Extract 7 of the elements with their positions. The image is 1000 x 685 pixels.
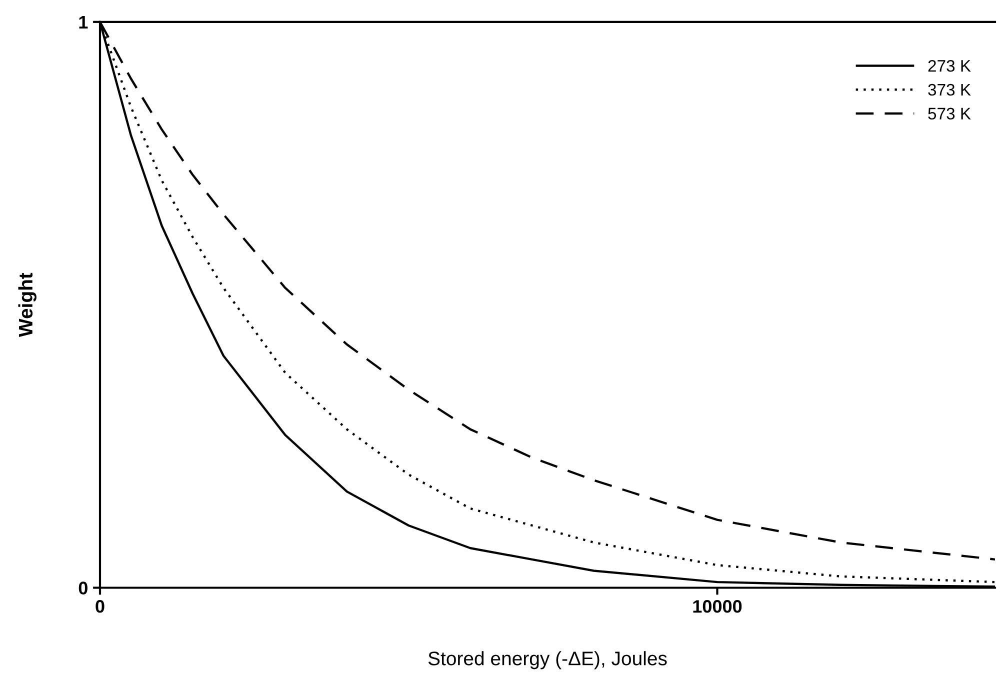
y-tick-label: 1 xyxy=(79,16,88,28)
legend-label: 373 K xyxy=(928,84,971,96)
legend-label: 573 K xyxy=(928,108,971,120)
y-axis-title: Weight xyxy=(18,272,36,338)
legend-label: 273 K xyxy=(928,60,971,72)
x-axis-title: Stored energy (-ΔE), Joules xyxy=(428,651,667,670)
x-tick-label: 10000 xyxy=(693,600,742,613)
